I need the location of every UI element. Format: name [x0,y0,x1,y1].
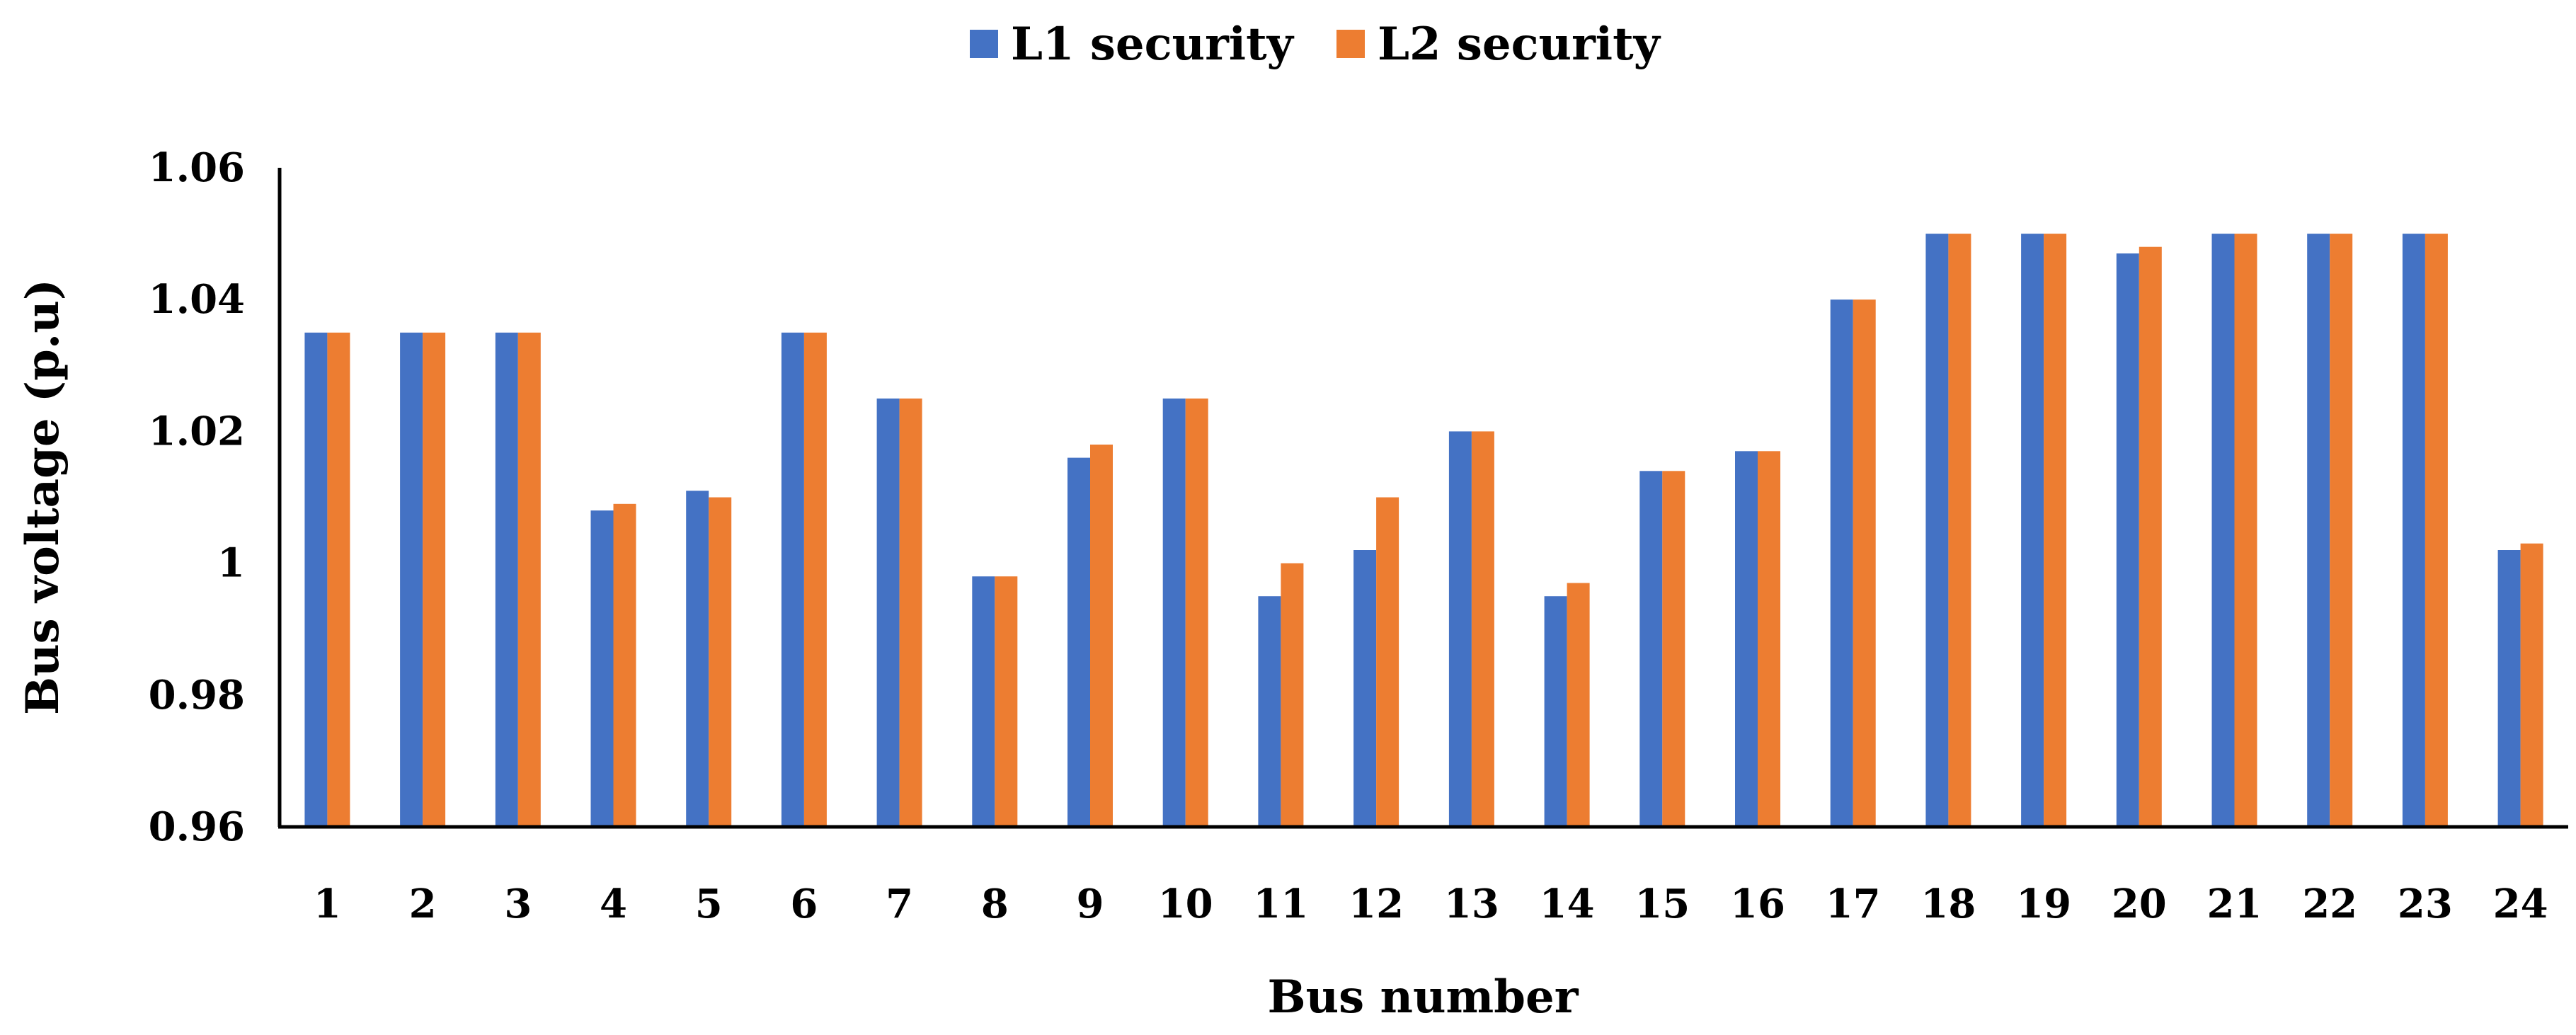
bar-l1-bus-22 [2307,234,2330,828]
bar-l2-bus-18 [1948,234,1971,828]
bar-l2-bus-20 [2139,246,2162,827]
x-tick-label: 11 [1253,881,1308,927]
bar-l2-bus-14 [1567,583,1590,827]
legend: L1 security L2 security [970,18,1661,71]
bar-l1-bus-24 [2497,550,2521,827]
x-tick-label: 20 [2112,881,2167,927]
bar-l1-bus-6 [781,332,804,827]
y-tick-label: 1 [217,540,245,587]
bar-l1-bus-7 [876,398,900,827]
y-axis-title: Bus voltage (p.u) [16,279,69,715]
bar-l1-bus-9 [1067,457,1090,827]
bar-l1-bus-16 [1735,451,1758,827]
x-tick-label: 6 [790,881,818,927]
x-tick-label: 2 [409,881,437,927]
bar-l2-bus-16 [1758,451,1780,827]
legend-label-l1: L1 security [1011,18,1295,71]
bar-l1-bus-1 [304,332,328,827]
bar-l1-bus-11 [1258,596,1281,827]
bar-l2-bus-24 [2520,543,2543,827]
legend-swatch-l1 [970,30,998,58]
bars [304,234,2543,828]
bar-l2-bus-22 [2330,234,2353,828]
x-tick-label: 9 [1077,881,1104,927]
x-tick-label: 5 [695,881,723,927]
bar-l1-bus-2 [400,332,423,827]
bar-l2-bus-10 [1185,398,1208,827]
x-tick-label: 4 [600,881,627,927]
x-tick-label: 14 [1540,881,1595,927]
bar-l2-bus-15 [1662,471,1685,827]
bar-l1-bus-18 [1925,234,1949,828]
x-tick-label: 16 [1730,881,1785,927]
bar-l1-bus-14 [1544,596,1567,827]
bar-l2-bus-17 [1853,299,1876,827]
y-tick-label: 0.98 [149,672,245,719]
x-tick-label: 23 [2398,881,2453,927]
bar-l1-bus-17 [1830,299,1853,827]
tick-labels: 1 2 3 4 5 6 7 8 9 10 11 12 13 14 15 16 17 18 19 20 21 22 23 240… [149,144,2548,927]
x-tick-label: 7 [886,881,913,927]
x-tick-label: 19 [2016,881,2071,927]
bar-l2-bus-11 [1281,563,1304,827]
bar-l1-bus-5 [686,491,709,827]
y-tick-label: 0.96 [149,804,245,850]
bar-l2-bus-4 [613,503,636,827]
x-tick-label: 22 [2302,881,2357,927]
bar-l1-bus-21 [2211,234,2235,828]
bar-l2-bus-19 [2044,234,2067,828]
bar-l2-bus-8 [995,576,1018,827]
bar-l2-bus-23 [2425,234,2448,828]
x-tick-label: 17 [1826,881,1881,927]
bar-l1-bus-8 [972,576,995,827]
y-tick-label: 1.04 [149,276,245,323]
x-tick-label: 15 [1635,881,1690,927]
bar-l1-bus-23 [2402,234,2425,828]
bar-l1-bus-15 [1639,471,1663,827]
bar-l1-bus-13 [1448,431,1472,827]
x-tick-label: 8 [981,881,1009,927]
bar-l2-bus-6 [803,332,827,827]
bar-l1-bus-12 [1353,550,1377,827]
bar-l1-bus-4 [590,510,614,827]
bar-l2-bus-5 [709,497,732,827]
bar-l1-bus-19 [2021,234,2044,828]
x-tick-label: 13 [1444,881,1499,927]
bar-l1-bus-20 [2116,253,2139,827]
bar-l2-bus-21 [2234,234,2257,828]
bar-l1-bus-10 [1162,398,1186,827]
y-tick-label: 1.02 [149,408,245,454]
x-tick-label: 18 [1920,881,1976,927]
bar-l2-bus-12 [1376,497,1399,827]
legend-label-l2: L2 security [1378,18,1661,71]
x-tick-label: 10 [1158,881,1213,927]
x-axis-title: Bus number [1268,971,1579,1024]
x-tick-label: 1 [314,881,341,927]
bar-l2-bus-2 [423,332,446,827]
x-tick-label: 3 [504,881,532,927]
x-tick-label: 21 [2207,881,2262,927]
x-tick-label: 24 [2493,881,2548,927]
legend-swatch-l2 [1336,30,1365,58]
bar-l2-bus-1 [327,332,350,827]
bar-l2-bus-7 [899,398,922,827]
y-tick-label: 1.06 [149,144,245,191]
x-tick-label: 12 [1349,881,1404,927]
bar-l2-bus-9 [1090,445,1113,827]
bar-l2-bus-3 [517,332,541,827]
bar-l2-bus-13 [1471,431,1494,827]
bar-l1-bus-3 [495,332,518,827]
